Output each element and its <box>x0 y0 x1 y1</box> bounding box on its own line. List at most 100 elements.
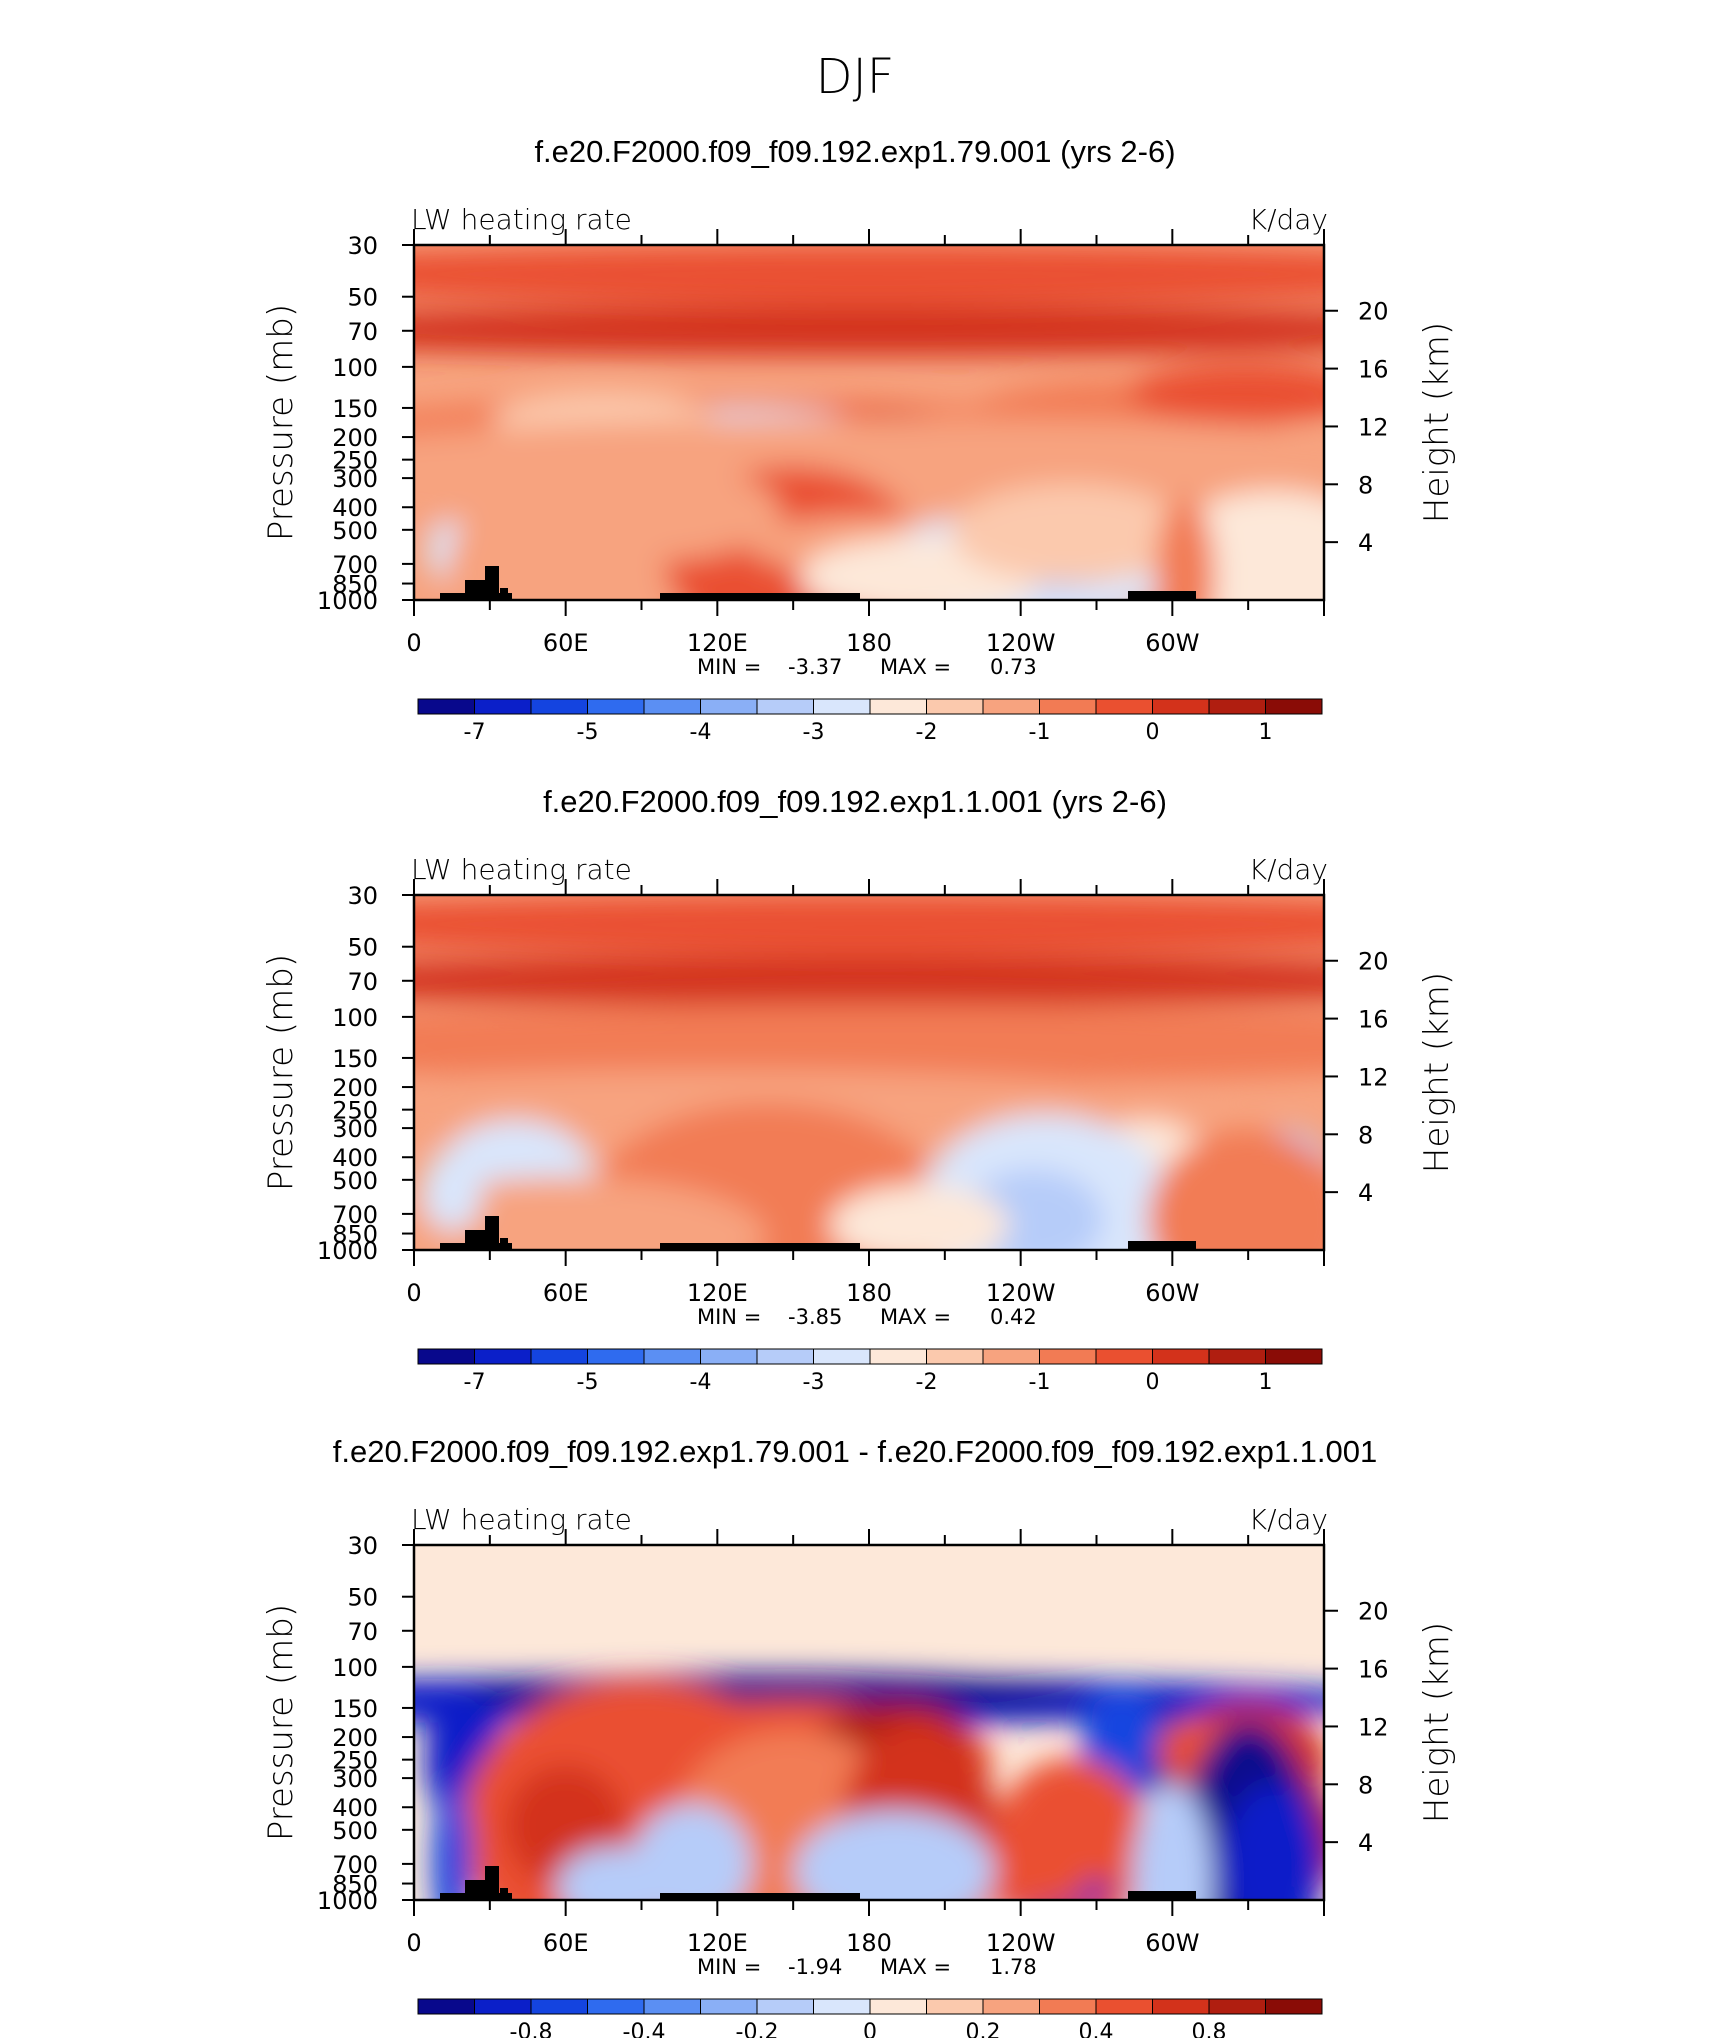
contour-region <box>414 895 1324 955</box>
units-label: K/day <box>1249 203 1328 236</box>
y-tick-label: 50 <box>347 284 378 312</box>
colorbar-label: -7 <box>464 1370 486 1395</box>
field-blobs <box>414 1673 1324 1900</box>
colorbar-label: 0.8 <box>1192 2020 1227 2038</box>
contour-region <box>445 493 586 601</box>
contour-region <box>951 483 1192 584</box>
y-tick-label: 150 <box>332 1045 378 1073</box>
y-axis-label: Pressure (mb) <box>261 954 301 1191</box>
contour-region <box>1148 1129 1324 1250</box>
y-tick-label: 1000 <box>317 1887 378 1915</box>
max-value: 0.73 <box>990 655 1037 679</box>
y-tick-label: 150 <box>332 1695 378 1723</box>
terrain-block <box>660 1893 860 1900</box>
colorbar-label: -4 <box>690 1370 712 1395</box>
colorbar-swatch <box>1152 698 1210 715</box>
y-tick-label: 400 <box>332 1794 378 1822</box>
colorbar-swatch <box>1095 1348 1153 1365</box>
colorbar-swatch <box>982 698 1040 715</box>
y-tick-label: 500 <box>332 1167 378 1195</box>
y-tick-label: 700 <box>332 1201 378 1229</box>
colorbar-label: 0.2 <box>966 2020 1001 2038</box>
contour-region <box>414 305 1324 356</box>
colorbar-swatch <box>756 1998 814 2015</box>
y-tick-label: 250 <box>332 1097 378 1125</box>
y-tick-label: 300 <box>332 1115 378 1143</box>
x-tick-label: 0 <box>406 629 421 657</box>
colorbar-swatch <box>1265 1348 1323 1365</box>
colorbar-swatch <box>982 1998 1040 2015</box>
y-tick-label: 30 <box>347 882 378 910</box>
contour-region <box>414 955 1324 1006</box>
y-tick-label: 30 <box>347 1532 378 1560</box>
y-tick-label: 50 <box>347 934 378 962</box>
y-tick-label: 200 <box>332 1724 378 1752</box>
colorbar-swatch <box>926 1998 984 2015</box>
colorbar-swatch <box>1039 1998 1097 2015</box>
colorbar-swatch <box>587 1348 645 1365</box>
colorbar-swatch <box>530 1348 588 1365</box>
y-tick-label: 300 <box>332 465 378 493</box>
x-tick-label: 180 <box>846 1279 892 1307</box>
colorbar-swatch <box>1095 698 1153 715</box>
colorbar-label: -2 <box>916 720 938 745</box>
height-tick-label: 8 <box>1358 471 1373 499</box>
min-value: -3.85 <box>788 1305 842 1329</box>
colorbar-swatch <box>643 1348 701 1365</box>
units-label: K/day <box>1249 853 1328 886</box>
height-tick-label: 20 <box>1358 948 1389 976</box>
contour-field <box>414 895 1324 1250</box>
contour-region <box>829 1184 1010 1250</box>
contour-region <box>421 1151 482 1232</box>
y-tick-label: 100 <box>332 1654 378 1682</box>
panel-title: f.e20.F2000.f09_f09.192.exp1.79.001 (yrs… <box>534 134 1175 169</box>
colorbar-swatch <box>530 698 588 715</box>
colorbar-label: 0 <box>863 2020 877 2038</box>
max-label: MAX = <box>880 655 951 679</box>
x-tick-label: 60W <box>1145 1929 1199 1957</box>
height-tick-label: 4 <box>1358 529 1373 557</box>
terrain-block <box>500 1238 508 1250</box>
y-tick-label: 850 <box>332 1221 378 1249</box>
colorbar-swatch <box>813 1348 871 1365</box>
terrain-mask <box>440 566 1196 600</box>
y-tick-label: 300 <box>332 1765 378 1793</box>
colorbar-swatch <box>1152 1348 1210 1365</box>
colorbar-swatch <box>700 1998 758 2015</box>
x-tick-label: 120E <box>687 1279 748 1307</box>
height-tick-label: 8 <box>1358 1771 1373 1799</box>
contour-region <box>1128 363 1324 424</box>
y-tick-label: 70 <box>347 318 378 346</box>
y-tick-label: 70 <box>347 1618 378 1646</box>
colorbar-swatch <box>756 1348 814 1365</box>
contour-region <box>991 1758 1152 1900</box>
panel-title: f.e20.F2000.f09_f09.192.exp1.1.001 (yrs … <box>543 784 1167 819</box>
colorbar-swatch <box>813 698 871 715</box>
x-tick-label: 0 <box>406 1279 421 1307</box>
colorbar-swatch <box>474 1998 532 2015</box>
units-label: K/day <box>1249 1503 1328 1536</box>
height-tick-label: 4 <box>1358 1829 1373 1857</box>
height-tick-label: 16 <box>1358 1006 1389 1034</box>
figure-title: DJF <box>816 49 895 105</box>
colorbar-label: -3 <box>803 720 825 745</box>
terrain-mask <box>440 1866 1196 1900</box>
colorbar-label: 0 <box>1146 1370 1160 1395</box>
colorbar-swatch <box>1039 698 1097 715</box>
min-value: -1.94 <box>788 1955 842 1979</box>
colorbar-swatch <box>1208 1348 1266 1365</box>
x-tick-label: 180 <box>846 629 892 657</box>
terrain-block <box>485 566 499 600</box>
colorbar-swatch <box>1265 1998 1323 2015</box>
min-value: -3.37 <box>788 655 842 679</box>
colorbar-swatch <box>926 1348 984 1365</box>
min-label: MIN = <box>697 1955 761 1979</box>
contour-region <box>556 1847 677 1900</box>
x-tick-label: 60E <box>543 1279 589 1307</box>
y-tick-label: 500 <box>332 1817 378 1845</box>
colorbar-swatch <box>643 698 701 715</box>
terrain-block <box>660 593 860 600</box>
colorbar-swatch <box>417 1998 475 2015</box>
